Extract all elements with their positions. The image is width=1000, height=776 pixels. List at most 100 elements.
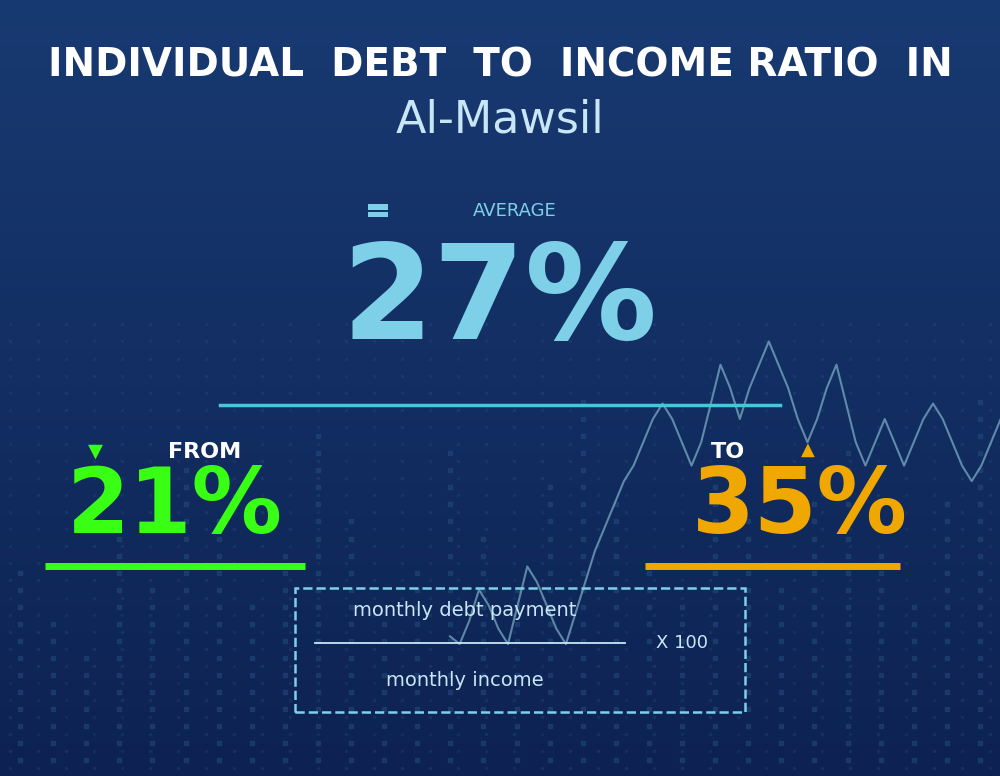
Text: 27%: 27% xyxy=(342,239,658,366)
Bar xyxy=(0,730,1000,733)
Bar xyxy=(0,518,1000,521)
Bar xyxy=(0,521,1000,524)
Bar xyxy=(0,600,1000,602)
Bar xyxy=(0,691,1000,694)
Bar xyxy=(0,633,1000,636)
Bar xyxy=(0,234,1000,237)
Text: ▲: ▲ xyxy=(801,441,815,459)
Bar xyxy=(0,584,1000,587)
Bar xyxy=(0,587,1000,591)
Bar xyxy=(0,569,1000,572)
Bar xyxy=(0,27,1000,30)
Bar xyxy=(0,453,1000,456)
Bar xyxy=(0,158,1000,161)
Bar xyxy=(0,231,1000,234)
Bar xyxy=(0,30,1000,33)
Bar xyxy=(0,697,1000,700)
Bar xyxy=(0,749,1000,752)
Bar xyxy=(0,262,1000,265)
Bar xyxy=(0,450,1000,453)
Bar xyxy=(0,323,1000,326)
Bar xyxy=(0,161,1000,165)
Bar xyxy=(0,255,1000,258)
Bar xyxy=(0,505,1000,508)
Bar xyxy=(0,307,1000,310)
Bar xyxy=(368,204,388,210)
Bar xyxy=(295,588,745,712)
Bar xyxy=(0,715,1000,718)
Bar xyxy=(0,591,1000,594)
Bar xyxy=(0,371,1000,374)
Bar xyxy=(0,116,1000,119)
Bar xyxy=(0,551,1000,554)
Bar xyxy=(0,314,1000,317)
Bar xyxy=(368,212,388,217)
Bar xyxy=(0,752,1000,755)
Bar xyxy=(0,182,1000,185)
Bar xyxy=(0,82,1000,85)
Bar xyxy=(0,545,1000,548)
Bar xyxy=(0,557,1000,560)
Bar xyxy=(0,402,1000,405)
Bar xyxy=(0,237,1000,241)
Bar xyxy=(0,146,1000,149)
Bar xyxy=(0,304,1000,307)
Bar xyxy=(0,760,1000,764)
Bar xyxy=(0,755,1000,757)
Bar xyxy=(0,152,1000,155)
Bar xyxy=(0,417,1000,420)
Bar xyxy=(0,277,1000,280)
Bar xyxy=(0,688,1000,691)
Bar xyxy=(0,681,1000,684)
Bar xyxy=(0,670,1000,673)
Bar xyxy=(0,624,1000,627)
Bar xyxy=(0,210,1000,213)
Bar xyxy=(0,618,1000,621)
Bar xyxy=(0,657,1000,660)
Bar xyxy=(0,645,1000,648)
Bar xyxy=(0,648,1000,651)
Bar xyxy=(0,639,1000,642)
Bar xyxy=(0,396,1000,399)
Bar xyxy=(0,651,1000,654)
Bar xyxy=(0,487,1000,490)
Bar xyxy=(0,581,1000,584)
Bar xyxy=(0,770,1000,773)
Bar xyxy=(0,578,1000,581)
Bar xyxy=(0,36,1000,40)
Bar xyxy=(0,526,1000,529)
Bar xyxy=(0,131,1000,134)
Bar xyxy=(0,767,1000,770)
Text: monthly debt payment: monthly debt payment xyxy=(353,601,577,620)
Bar xyxy=(0,499,1000,502)
Text: AVERAGE: AVERAGE xyxy=(473,202,557,220)
Bar xyxy=(0,334,1000,338)
Bar xyxy=(0,667,1000,670)
Bar xyxy=(0,283,1000,286)
Bar xyxy=(0,344,1000,347)
Bar xyxy=(0,420,1000,423)
Bar xyxy=(0,442,1000,445)
Bar xyxy=(0,484,1000,487)
Text: TO: TO xyxy=(711,442,745,462)
Bar xyxy=(0,195,1000,198)
Bar xyxy=(0,88,1000,92)
Bar xyxy=(0,432,1000,435)
Bar xyxy=(0,338,1000,341)
Bar xyxy=(0,374,1000,377)
Bar xyxy=(0,676,1000,679)
Bar xyxy=(0,179,1000,182)
Bar xyxy=(0,411,1000,414)
Text: ▼: ▼ xyxy=(88,442,103,461)
Bar xyxy=(0,16,1000,19)
Bar xyxy=(0,597,1000,600)
Bar xyxy=(0,535,1000,539)
Bar xyxy=(0,694,1000,697)
Bar xyxy=(0,554,1000,557)
Bar xyxy=(0,125,1000,128)
Bar xyxy=(0,155,1000,158)
Bar xyxy=(0,67,1000,70)
Bar xyxy=(0,362,1000,365)
Bar xyxy=(0,250,1000,252)
Bar xyxy=(0,508,1000,511)
